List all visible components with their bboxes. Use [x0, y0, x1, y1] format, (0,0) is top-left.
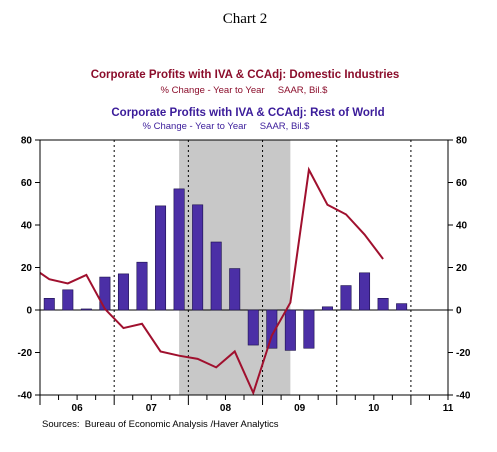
bar: [340, 285, 352, 311]
y-tick-label-right: 80: [456, 136, 468, 147]
y-tick-label-left: 0: [26, 306, 32, 317]
y-tick-label-right: -40: [456, 391, 471, 402]
y-tick-label-left: -20: [18, 348, 33, 359]
bar: [43, 298, 55, 311]
bar: [173, 188, 185, 311]
y-tick-label-left: -40: [18, 391, 33, 402]
plot-area: 80 80 60 60 40 40 20 20 0 0 -20 -20 -40 -40 06 07 08 09 1…: [18, 136, 471, 415]
y-tick-label-left: 80: [21, 136, 33, 147]
bar: [284, 309, 296, 351]
y-tick-label-left: 40: [21, 221, 33, 232]
x-tick-label: 09: [294, 403, 306, 414]
bar: [192, 204, 204, 311]
bar: [80, 308, 92, 311]
plot-frame: [39, 139, 449, 396]
y-tick-label-right: 20: [456, 263, 468, 274]
x-tick-label: 07: [146, 403, 158, 414]
y-tick-label-right: 0: [456, 306, 462, 317]
y-tick-label-left: 20: [21, 263, 33, 274]
y-tick-label-right: -20: [456, 348, 471, 359]
bar: [155, 205, 167, 311]
subtitle-row: % Change - Year to Year SAAR, Bil.$: [143, 121, 311, 132]
bar-series: [43, 188, 408, 351]
bar: [117, 273, 129, 311]
title-domestic: Corporate Profits with IVA & CCAdj: Dome…: [91, 69, 400, 81]
source-note: Sources: Bureau of Economic Analysis /Ha…: [42, 419, 279, 430]
x-tick-label: 06: [72, 403, 84, 414]
bar: [62, 289, 74, 311]
bar: [321, 306, 333, 311]
line-series: [39, 166, 384, 396]
y-ticks: 80 80 60 60 40 40 20 20 0 0 -20 -20 -40 -40: [18, 136, 471, 402]
x-tick-label: 08: [220, 403, 232, 414]
bar: [229, 268, 241, 311]
x-tick-label: 10: [368, 403, 380, 414]
subtitle-domestic: % Change - Year to Year SAAR, Bil.$: [161, 85, 329, 96]
x-tick-label: 11: [443, 403, 454, 414]
bar: [247, 309, 259, 346]
bar: [210, 241, 222, 311]
chart-number: Chart 2: [223, 11, 268, 27]
bar: [99, 276, 111, 311]
y-tick-label-right: 60: [456, 178, 468, 189]
x-ticks: 06 07 08 09 10 11: [39, 395, 454, 414]
bar: [266, 309, 278, 349]
title-row: Corporate Profits with IVA & CCAdj: Rest…: [111, 107, 384, 119]
bar: [136, 261, 148, 311]
y-tick-label-left: 60: [21, 178, 33, 189]
bar: [303, 309, 315, 349]
bar: [396, 303, 408, 311]
bar: [377, 298, 389, 311]
y-tick-label-right: 40: [456, 221, 468, 232]
bar: [359, 272, 371, 311]
